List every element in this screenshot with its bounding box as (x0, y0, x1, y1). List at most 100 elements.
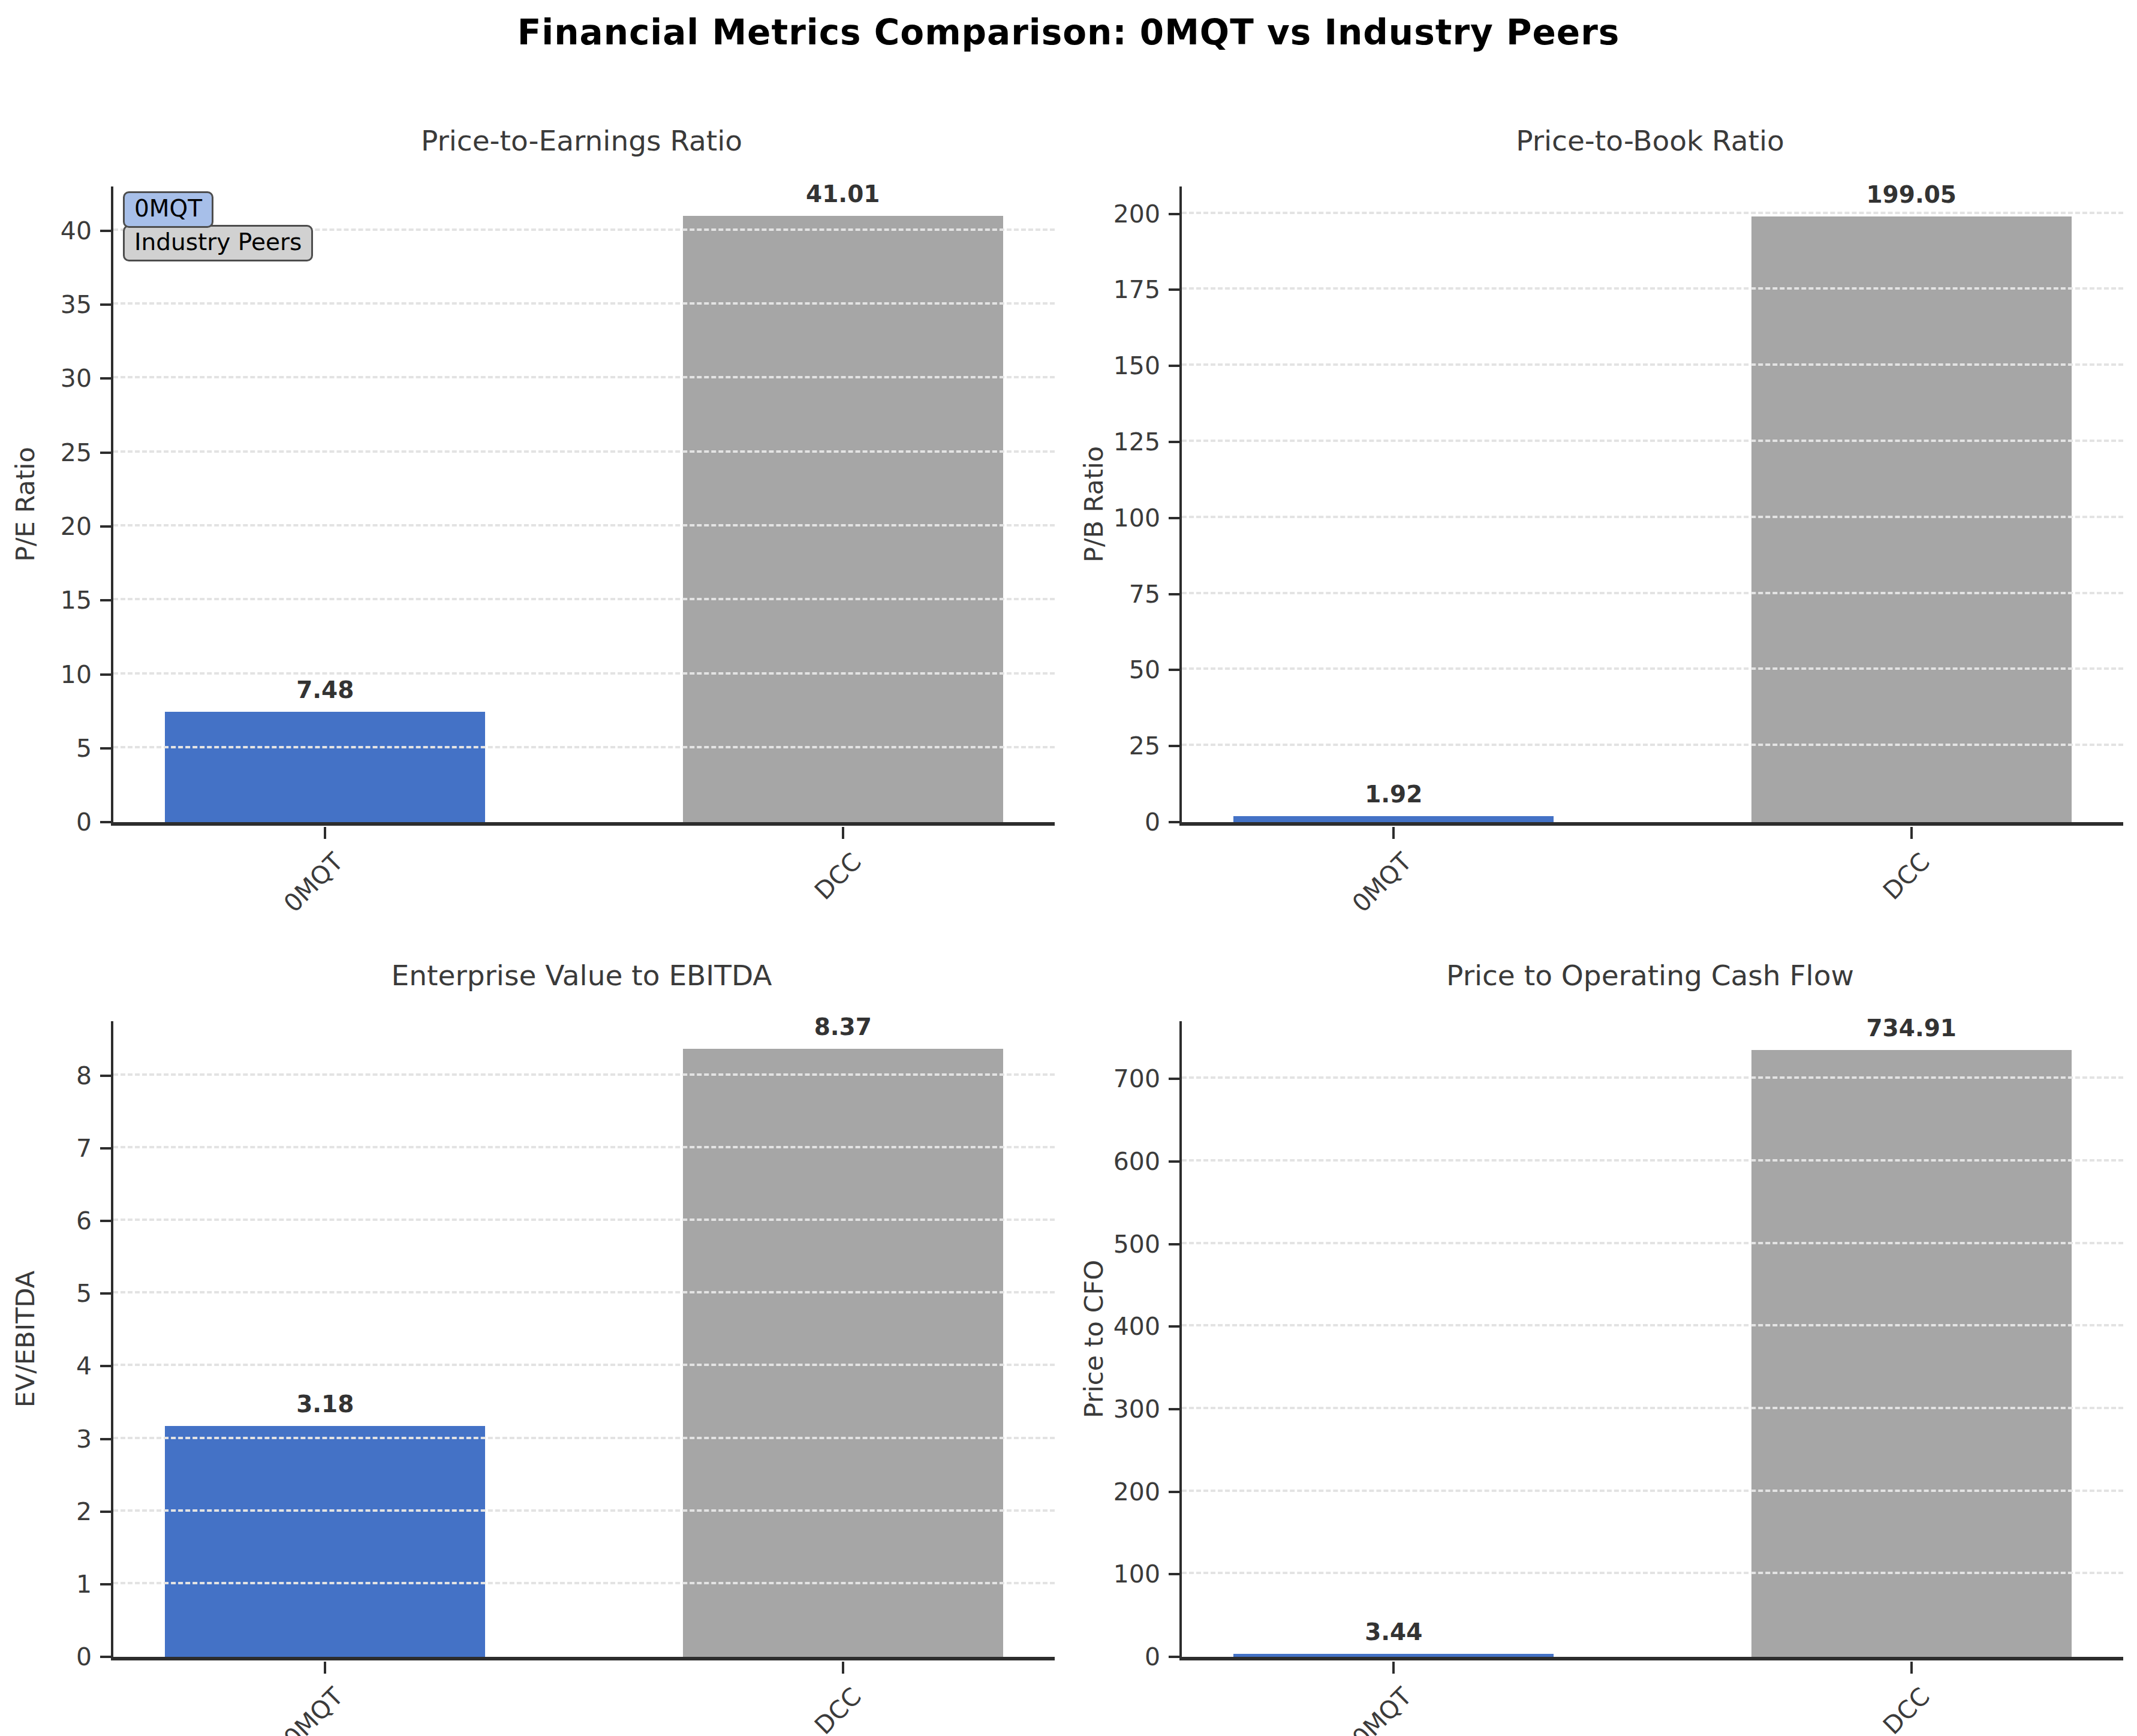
bar-value-label: 41.01 (683, 180, 1003, 207)
y-tick-mark (100, 1292, 111, 1295)
y-tick-mark (1169, 288, 1179, 291)
y-tick-mark (100, 1075, 111, 1077)
y-tick-mark (100, 1511, 111, 1513)
y-tick-label: 100 (1113, 506, 1160, 530)
x-tick-mark (842, 1662, 844, 1674)
y-tick-label: 100 (1113, 1562, 1160, 1587)
y-tick-label: 25 (1129, 734, 1160, 759)
x-tick-label: DCC (809, 847, 867, 905)
subplot-price-to-earnings-ratio: Price-to-Earnings Ratio P/E Ratio 051015… (0, 67, 1068, 901)
y-tick-label: 200 (1113, 201, 1160, 226)
y-tick-label: 50 (1129, 658, 1160, 682)
subplot-title: Price-to-Earnings Ratio (111, 124, 1052, 157)
y-tick-mark (1169, 1408, 1179, 1410)
x-tick-mark (1910, 1662, 1913, 1674)
y-tick-mark (100, 1147, 111, 1150)
y-tick-label: 500 (1113, 1232, 1160, 1256)
x-tick-mark (1392, 827, 1395, 839)
plot-area: 01002003004005006007003.440MQT734.91DCC (1179, 1021, 2123, 1660)
y-tick-mark (1169, 441, 1179, 443)
x-tick-label: 0MQT (1347, 1682, 1417, 1736)
y-tick-mark (1169, 1243, 1179, 1245)
y-tick-mark (1169, 821, 1179, 823)
bar-value-label: 3.44 (1233, 1618, 1554, 1645)
y-tick-label: 5 (76, 736, 92, 760)
y-tick-label: 0 (1145, 810, 1160, 835)
x-tick-label: DCC (809, 1682, 867, 1736)
y-tick-mark (100, 303, 111, 306)
y-tick-label: 3 (76, 1427, 92, 1451)
y-tick-label: 1 (76, 1572, 92, 1596)
y-axis-label: EV/EBITDA (10, 1271, 40, 1407)
y-tick-label: 600 (1113, 1150, 1160, 1174)
y-tick-mark (100, 673, 111, 676)
y-tick-mark (100, 525, 111, 528)
y-tick-label: 4 (76, 1354, 92, 1379)
y-tick-mark (100, 1438, 111, 1440)
bar-value-label: 8.37 (683, 1013, 1003, 1040)
bar-0mqt: 1.92 (1233, 816, 1554, 822)
y-tick-mark (1169, 213, 1179, 215)
y-tick-label: 0 (1145, 1645, 1160, 1669)
bar-dcc: 41.01 (683, 216, 1003, 822)
y-tick-mark (100, 1220, 111, 1222)
bar-0mqt: 3.18 (165, 1426, 485, 1657)
subplot-title: Price to Operating Cash Flow (1179, 959, 2121, 992)
subplot-title: Enterprise Value to EBITDA (111, 959, 1052, 992)
y-tick-label: 0 (76, 810, 92, 835)
y-tick-mark (1169, 1325, 1179, 1328)
y-tick-label: 25 (61, 440, 92, 465)
y-tick-mark (100, 377, 111, 380)
bar-0mqt: 7.48 (165, 712, 485, 822)
y-tick-label: 125 (1113, 430, 1160, 455)
bar-value-label: 3.18 (165, 1391, 485, 1418)
bar-dcc: 734.91 (1751, 1050, 2072, 1657)
y-tick-mark (100, 230, 111, 232)
y-tick-label: 700 (1113, 1067, 1160, 1091)
y-tick-mark (1169, 517, 1179, 519)
y-tick-label: 15 (61, 588, 92, 613)
y-tick-label: 5 (76, 1281, 92, 1306)
y-tick-label: 150 (1113, 354, 1160, 378)
y-tick-mark (1169, 593, 1179, 595)
y-tick-label: 0 (76, 1645, 92, 1669)
figure: Financial Metrics Comparison: 0MQT vs In… (0, 0, 2137, 1736)
x-tick-mark (324, 827, 326, 839)
bar-value-label: 1.92 (1233, 781, 1554, 808)
y-tick-mark (1169, 1160, 1179, 1163)
plot-area: 02550751001251501752001.920MQT199.05DCC (1179, 186, 2123, 826)
plot-area: 0123456783.180MQT8.37DCC (111, 1021, 1055, 1660)
y-tick-label: 10 (61, 662, 92, 687)
y-tick-mark (100, 821, 111, 823)
bar-0mqt: 3.44 (1233, 1654, 1554, 1657)
y-axis-label: P/B Ratio (1079, 446, 1109, 562)
plot-area: 05101520253035407.480MQT41.01DCC0MQTIndu… (111, 186, 1055, 826)
y-tick-label: 200 (1113, 1479, 1160, 1504)
y-tick-label: 20 (61, 514, 92, 538)
y-tick-label: 8 (76, 1063, 92, 1088)
y-tick-label: 400 (1113, 1314, 1160, 1339)
y-axis-label: Price to CFO (1079, 1260, 1109, 1418)
y-tick-mark (100, 452, 111, 454)
subplot-enterprise-value-to-ebitda: Enterprise Value to EBITDA EV/EBITDA 012… (0, 901, 1068, 1736)
x-tick-label: DCC (1877, 1682, 1936, 1736)
y-tick-label: 2 (76, 1499, 92, 1524)
y-axis-label: P/E Ratio (10, 447, 40, 562)
y-tick-mark (1169, 1573, 1179, 1575)
y-tick-mark (1169, 669, 1179, 671)
x-tick-mark (842, 827, 844, 839)
bar-dcc: 8.37 (683, 1049, 1003, 1657)
gridline (1182, 212, 2123, 214)
y-tick-mark (1169, 1491, 1179, 1493)
y-tick-mark (100, 1365, 111, 1367)
bar-value-label: 199.05 (1751, 181, 2072, 208)
y-tick-label: 75 (1129, 582, 1160, 606)
y-tick-mark (100, 1583, 111, 1585)
bar-value-label: 734.91 (1751, 1015, 2072, 1042)
y-tick-label: 6 (76, 1209, 92, 1233)
x-tick-mark (1910, 827, 1913, 839)
subplot-price-to-book-ratio: Price-to-Book Ratio P/B Ratio 0255075100… (1068, 67, 2137, 901)
x-tick-mark (324, 1662, 326, 1674)
y-tick-label: 30 (61, 366, 92, 391)
y-tick-mark (1169, 365, 1179, 367)
